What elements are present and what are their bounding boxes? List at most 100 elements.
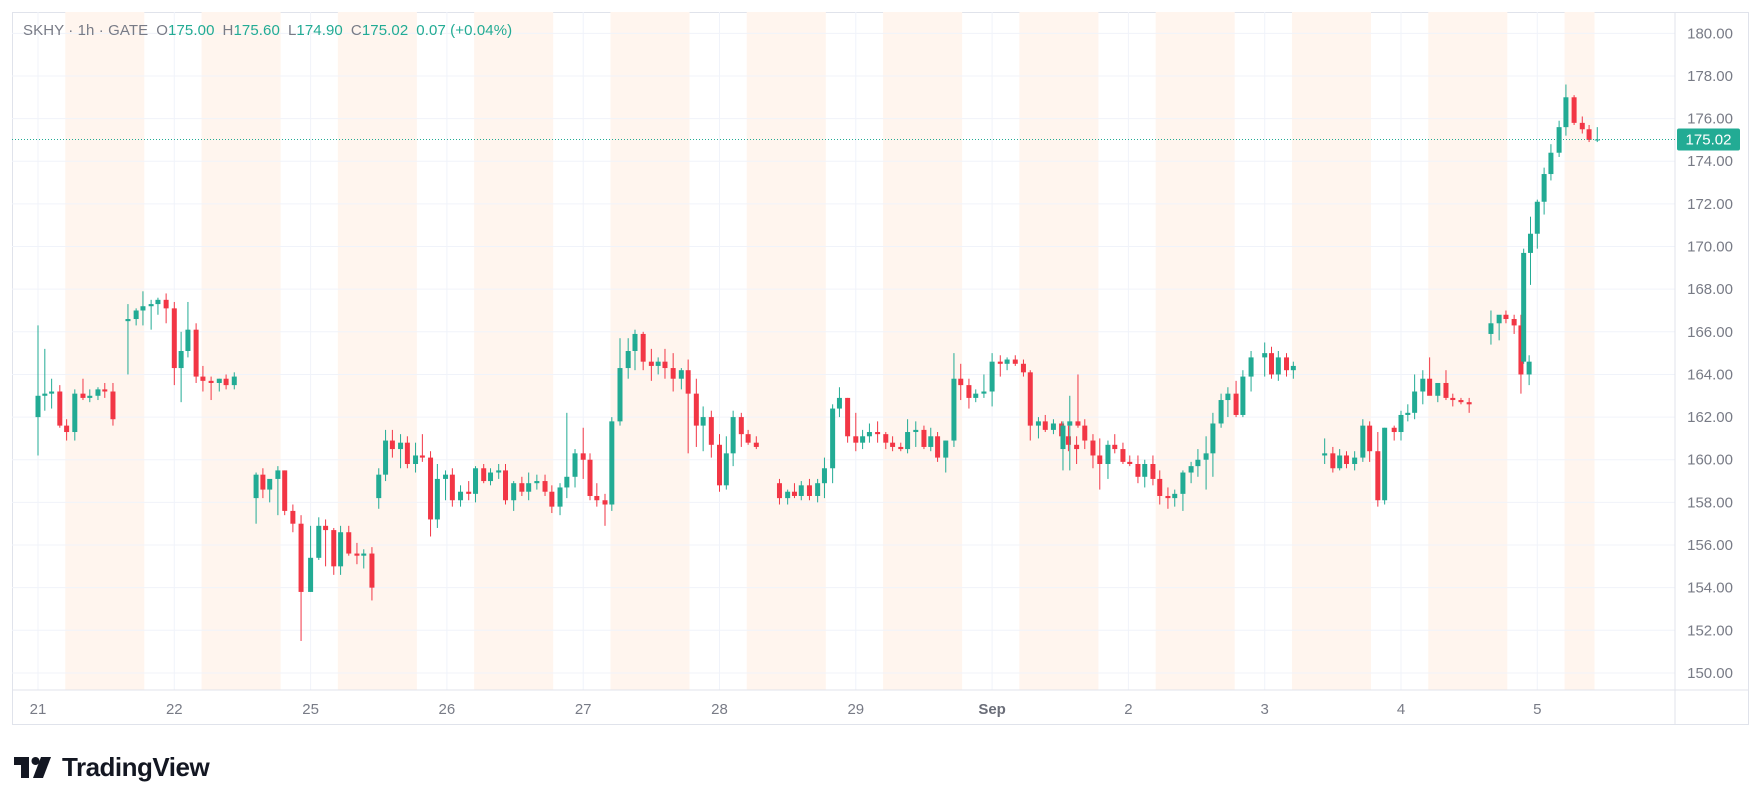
candle[interactable] [1420, 370, 1426, 405]
candle[interactable] [1284, 353, 1290, 377]
candle[interactable] [572, 449, 578, 488]
candle[interactable] [1225, 387, 1231, 418]
candle[interactable] [981, 374, 987, 398]
candle[interactable] [1218, 393, 1224, 428]
candle[interactable] [542, 474, 548, 496]
candle[interactable] [503, 464, 509, 505]
candle[interactable] [723, 436, 729, 490]
candle[interactable] [1571, 95, 1577, 125]
candle[interactable] [1233, 380, 1239, 418]
candle[interactable] [1527, 216, 1533, 285]
candle[interactable] [836, 387, 842, 418]
candle[interactable] [1443, 370, 1449, 401]
candle[interactable] [989, 353, 995, 407]
candle[interactable] [171, 301, 177, 386]
candle[interactable] [1120, 442, 1126, 464]
candle[interactable] [419, 434, 425, 462]
candle[interactable] [1375, 432, 1381, 507]
candle[interactable] [1330, 446, 1336, 473]
candle[interactable] [1466, 397, 1472, 413]
candle[interactable] [1352, 451, 1358, 471]
candle[interactable] [798, 481, 804, 501]
candle[interactable] [519, 476, 525, 496]
candle[interactable] [473, 466, 479, 503]
candle[interactable] [413, 442, 419, 473]
candle[interactable] [178, 331, 184, 403]
candle[interactable] [133, 308, 139, 326]
candle[interactable] [1042, 414, 1048, 433]
candle[interactable] [155, 297, 161, 315]
candle[interactable] [323, 519, 329, 567]
candle[interactable] [95, 387, 101, 401]
candle[interactable] [1391, 425, 1397, 441]
candle[interactable] [997, 355, 1003, 377]
candle[interactable] [1488, 310, 1494, 345]
candle[interactable] [1020, 359, 1026, 377]
candle[interactable] [496, 464, 502, 479]
candle[interactable] [1127, 455, 1133, 467]
candle[interactable] [853, 412, 859, 452]
candle[interactable] [973, 389, 979, 403]
candle[interactable] [398, 434, 404, 469]
candle[interactable] [275, 466, 281, 516]
candle[interactable] [193, 323, 199, 383]
candle[interactable] [223, 374, 229, 390]
candle[interactable] [845, 397, 851, 443]
candle[interactable] [913, 421, 919, 447]
candle[interactable] [602, 493, 608, 526]
candle[interactable] [905, 419, 911, 454]
candle[interactable] [1248, 351, 1254, 392]
candle[interactable] [1435, 382, 1441, 403]
candle[interactable] [1405, 404, 1411, 422]
candle[interactable] [404, 436, 410, 469]
candle[interactable] [1548, 144, 1554, 181]
candle[interactable] [806, 478, 812, 501]
candle[interactable] [231, 372, 237, 390]
candle[interactable] [1203, 436, 1209, 490]
candle[interactable] [785, 489, 791, 505]
candle[interactable] [1012, 355, 1018, 366]
candle[interactable] [791, 483, 797, 499]
candle[interactable] [1541, 167, 1547, 215]
candle[interactable] [185, 301, 191, 358]
candle[interactable] [1188, 461, 1194, 484]
candle[interactable] [148, 299, 154, 330]
candle[interactable] [1275, 351, 1281, 381]
candle[interactable] [383, 429, 389, 482]
candle[interactable] [57, 385, 63, 428]
candle[interactable] [1210, 412, 1216, 477]
candle[interactable] [670, 353, 676, 392]
candle[interactable] [1450, 393, 1456, 407]
candle[interactable] [549, 485, 555, 514]
candle[interactable] [1050, 419, 1056, 435]
candle[interactable] [1594, 127, 1600, 143]
candle[interactable] [821, 457, 827, 499]
candle[interactable] [717, 434, 722, 492]
candle[interactable] [730, 410, 736, 467]
chart-panel[interactable] [12, 12, 1749, 725]
candle[interactable] [511, 481, 517, 511]
candle[interactable] [1112, 434, 1118, 454]
candle[interactable] [1290, 361, 1296, 379]
candle[interactable] [163, 293, 169, 324]
candle[interactable] [1496, 314, 1502, 341]
candle[interactable] [1105, 440, 1111, 479]
candle[interactable] [290, 504, 296, 533]
candle[interactable] [481, 464, 487, 484]
candle[interactable] [898, 442, 904, 452]
candle[interactable] [526, 472, 532, 501]
candle[interactable] [935, 432, 941, 462]
candle[interactable] [1398, 410, 1404, 441]
candle[interactable] [331, 527, 337, 575]
candle[interactable] [42, 348, 48, 411]
candle[interactable] [434, 464, 440, 528]
candle[interactable] [1412, 374, 1418, 420]
candle[interactable] [1579, 116, 1585, 134]
candle[interactable] [1240, 370, 1246, 418]
candle[interactable] [708, 410, 714, 458]
candle[interactable] [389, 429, 395, 458]
candle[interactable] [216, 378, 222, 392]
candle[interactable] [655, 357, 661, 375]
candle[interactable] [776, 478, 782, 505]
